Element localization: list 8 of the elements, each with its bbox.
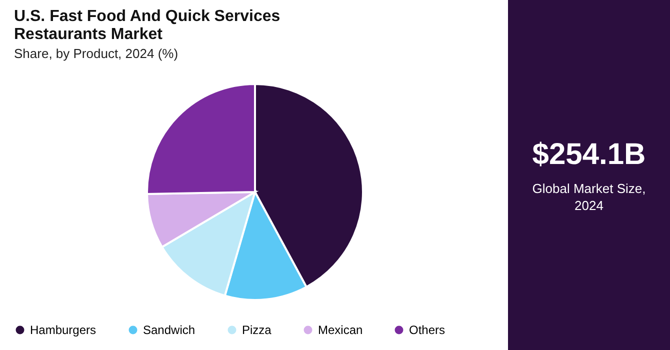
side-panel: $254.1B Global Market Size, 2024	[508, 0, 670, 350]
legend-label: Hamburgers	[30, 323, 96, 337]
legend-label: Others	[409, 323, 446, 337]
legend-label: Sandwich	[143, 323, 196, 337]
chart-title: U.S. Fast Food And Quick Services Restaurants Market	[14, 8, 282, 44]
legend-label: Mexican	[318, 323, 363, 337]
chart-subtitle: Share, by Product, 2024 (%)	[14, 46, 178, 61]
legend-label: Pizza	[242, 323, 272, 337]
